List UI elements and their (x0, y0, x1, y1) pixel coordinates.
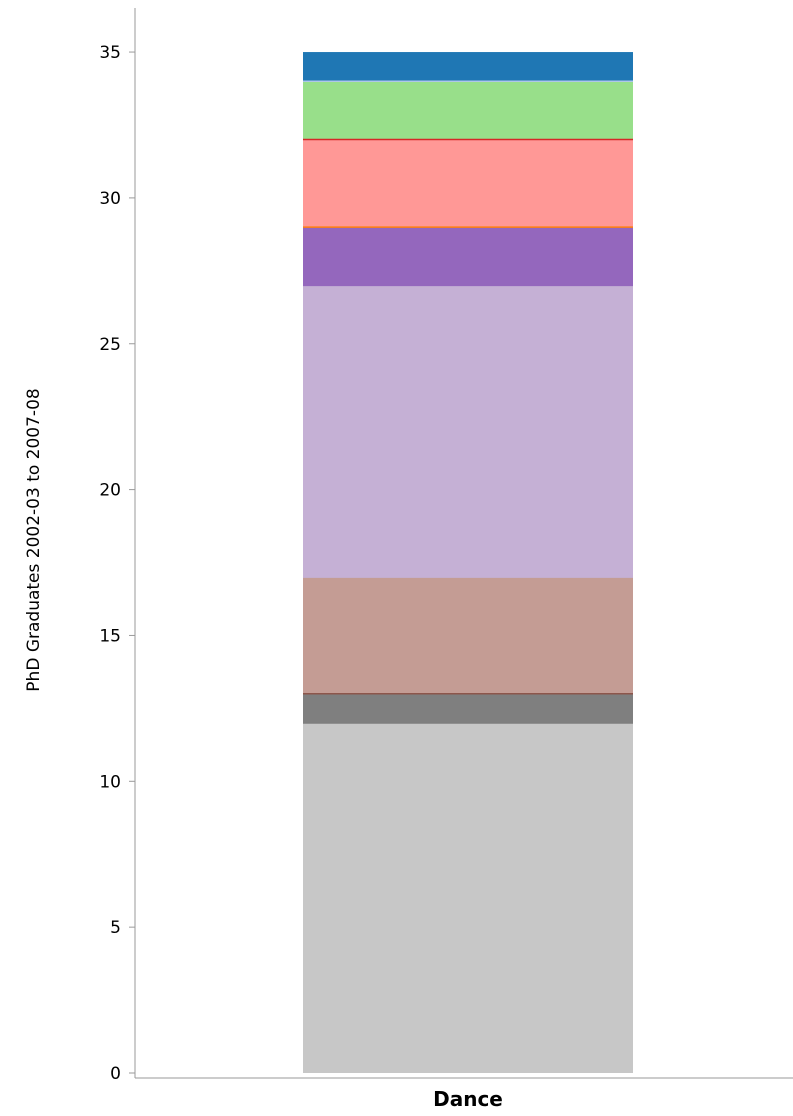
x-axis-categories: Dance (433, 1087, 503, 1111)
y-axis-ticks: 0 5 10 15 20 25 30 35 (99, 43, 135, 1084)
y-tick-label: 5 (110, 918, 121, 938)
y-tick-label: 20 (99, 481, 121, 501)
y-tick-label: 25 (99, 335, 121, 355)
bar-segment (303, 285, 633, 578)
bar-segment (303, 139, 633, 228)
bar-segment (303, 577, 633, 694)
bar-segment (303, 81, 633, 140)
bar-segment (303, 227, 633, 286)
x-category-label: Dance (433, 1087, 503, 1111)
bar-segments (303, 52, 633, 1073)
bar-segment (303, 722, 633, 1073)
bar-segment (303, 52, 633, 82)
y-tick-label: 0 (110, 1064, 121, 1084)
y-tick-label: 30 (99, 189, 121, 209)
bar-segment (303, 693, 633, 723)
y-tick-label: 15 (99, 626, 121, 646)
y-tick-label: 10 (99, 772, 121, 792)
segment-separators (303, 80, 633, 724)
y-axis-title: PhD Graduates 2002-03 to 2007-08 (24, 388, 44, 691)
y-tick-label: 35 (99, 43, 121, 63)
